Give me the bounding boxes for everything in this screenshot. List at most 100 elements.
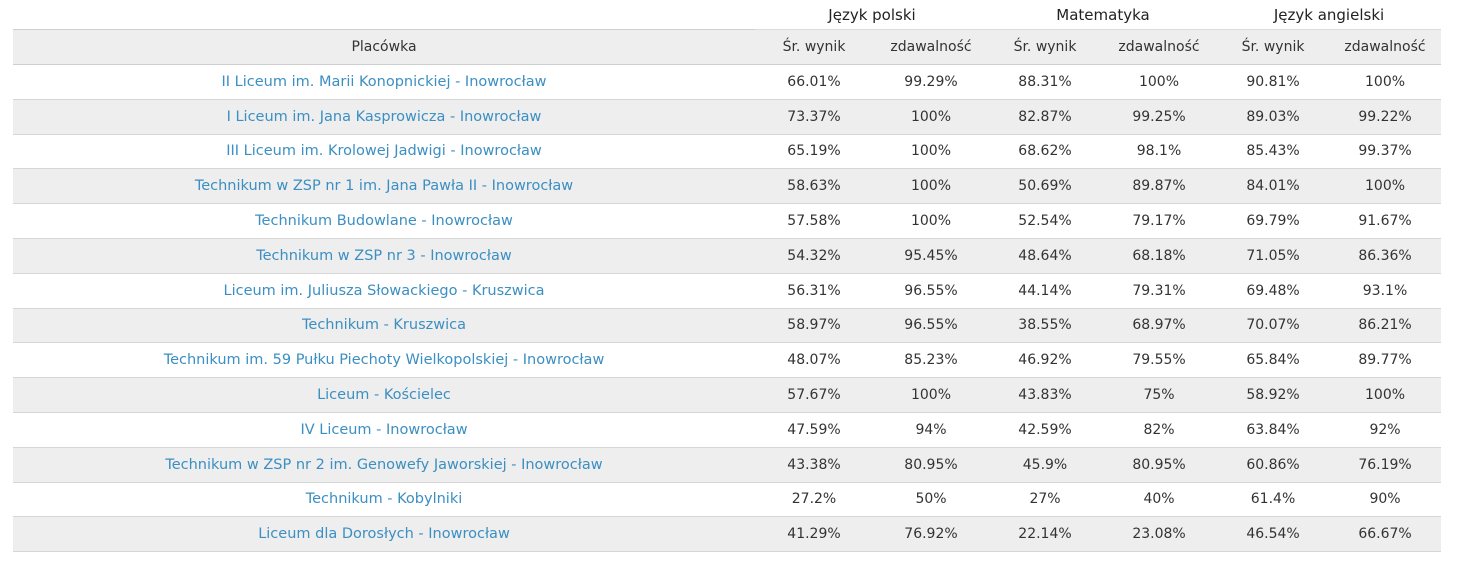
- table-row: Liceum im. Juliusza Słowackiego - Kruszw…: [13, 273, 1442, 309]
- polish-avg-cell: 58.63%: [755, 168, 873, 205]
- polish-pass-cell: 95.45%: [873, 238, 989, 274]
- english-avg-cell: 85.43%: [1217, 134, 1330, 170]
- english-pass-cell: 92%: [1329, 412, 1442, 448]
- polish-pass-cell: 96.55%: [873, 308, 989, 344]
- polish-avg-cell: 41.29%: [755, 516, 873, 553]
- polish-pass-cell: 100%: [873, 134, 989, 170]
- english-pass-cell: 100%: [1329, 377, 1442, 413]
- polish-pass-cell: 100%: [873, 168, 989, 205]
- school-cell: III Liceum im. Krolowej Jadwigi - Inowro…: [13, 134, 755, 170]
- math-pass-cell: 100%: [1101, 64, 1218, 100]
- english-avg-cell: 71.05%: [1217, 238, 1330, 274]
- polish-avg-cell: 27.2%: [755, 482, 873, 518]
- school-link[interactable]: Technikum - Kobylniki: [305, 491, 463, 508]
- math-pass-cell: 23.08%: [1101, 516, 1218, 553]
- polish-avg-cell: 54.32%: [755, 238, 873, 274]
- school-link[interactable]: I Liceum im. Jana Kasprowicza - Inowrocł…: [226, 108, 542, 125]
- school-cell: Liceum dla Dorosłych - Inowrocław: [13, 516, 755, 553]
- school-cell: Technikum im. 59 Pułku Piechoty Wielkopo…: [13, 342, 755, 379]
- english-avg-cell: 69.48%: [1217, 273, 1330, 309]
- english-pass-cell: 99.37%: [1329, 134, 1442, 170]
- english-avg-cell: 65.84%: [1217, 342, 1330, 379]
- polish-pass-cell: 76.92%: [873, 516, 989, 553]
- english-pass-cell: 99.22%: [1329, 99, 1442, 135]
- school-cell: Technikum w ZSP nr 3 - Inowrocław: [13, 238, 755, 274]
- school-link[interactable]: IV Liceum - Inowrocław: [300, 421, 468, 438]
- english-pass-cell: 66.67%: [1329, 516, 1442, 553]
- school-link[interactable]: Technikum w ZSP nr 1 im. Jana Pawła II -…: [194, 178, 574, 195]
- english-pass-cell: 100%: [1329, 168, 1442, 205]
- english-pass-cell: 91.67%: [1329, 203, 1442, 239]
- school-cell: Technikum Budowlane - Inowrocław: [13, 203, 755, 239]
- column-header-math-pass[interactable]: zdawalność: [1101, 29, 1218, 65]
- school-link[interactable]: Technikum Budowlane - Inowrocław: [255, 213, 513, 230]
- column-header-math-avg[interactable]: Śr. wynik: [989, 29, 1101, 65]
- column-header-english-pass[interactable]: zdawalność: [1329, 29, 1442, 65]
- school-cell: Technikum w ZSP nr 2 im. Genowefy Jawors…: [13, 447, 755, 483]
- table-row: Technikum - Kobylniki 27.2% 50% 27% 40% …: [13, 482, 1442, 518]
- school-cell: I Liceum im. Jana Kasprowicza - Inowrocł…: [13, 99, 755, 135]
- polish-pass-cell: 96.55%: [873, 273, 989, 309]
- school-cell: Technikum w ZSP nr 1 im. Jana Pawła II -…: [13, 168, 755, 205]
- school-link[interactable]: Technikum w ZSP nr 3 - Inowrocław: [256, 247, 512, 264]
- school-cell: Liceum im. Juliusza Słowackiego - Kruszw…: [13, 273, 755, 309]
- math-avg-cell: 48.64%: [989, 238, 1101, 274]
- column-header-polish-pass[interactable]: zdawalność: [873, 29, 989, 65]
- english-avg-cell: 58.92%: [1217, 377, 1330, 413]
- school-cell: IV Liceum - Inowrocław: [13, 412, 755, 448]
- school-link[interactable]: Liceum im. Juliusza Słowackiego - Kruszw…: [223, 282, 545, 299]
- math-avg-cell: 82.87%: [989, 99, 1101, 135]
- english-avg-cell: 89.03%: [1217, 99, 1330, 135]
- english-pass-cell: 100%: [1329, 64, 1442, 100]
- math-pass-cell: 75%: [1101, 377, 1218, 413]
- school-link[interactable]: Technikum - Kruszwica: [302, 317, 466, 334]
- english-avg-cell: 90.81%: [1217, 64, 1330, 100]
- school-link[interactable]: III Liceum im. Krolowej Jadwigi - Inowro…: [226, 143, 542, 160]
- school-cell: Technikum - Kruszwica: [13, 308, 755, 344]
- polish-pass-cell: 80.95%: [873, 447, 989, 483]
- table-row: IV Liceum - Inowrocław 47.59% 94% 42.59%…: [13, 412, 1442, 448]
- table-row: Technikum Budowlane - Inowrocław 57.58% …: [13, 203, 1442, 239]
- english-pass-cell: 76.19%: [1329, 447, 1442, 483]
- column-header-school[interactable]: Placówka: [13, 29, 755, 65]
- english-avg-cell: 60.86%: [1217, 447, 1330, 483]
- column-header-row: Placówka Śr. wynik zdawalność Śr. wynik …: [13, 29, 1442, 65]
- math-pass-cell: 79.31%: [1101, 273, 1218, 309]
- math-avg-cell: 43.83%: [989, 377, 1101, 413]
- math-pass-cell: 99.25%: [1101, 99, 1218, 135]
- school-link[interactable]: Liceum dla Dorosłych - Inowrocław: [258, 526, 510, 543]
- school-link[interactable]: Technikum im. 59 Pułku Piechoty Wielkopo…: [163, 352, 605, 369]
- math-avg-cell: 44.14%: [989, 273, 1101, 309]
- polish-avg-cell: 73.37%: [755, 99, 873, 135]
- polish-avg-cell: 43.38%: [755, 447, 873, 483]
- table-row: Liceum dla Dorosłych - Inowrocław 41.29%…: [13, 516, 1442, 553]
- polish-pass-cell: 85.23%: [873, 342, 989, 379]
- polish-pass-cell: 50%: [873, 482, 989, 518]
- school-cell: Liceum - Kościelec: [13, 377, 755, 413]
- math-avg-cell: 50.69%: [989, 168, 1101, 205]
- math-pass-cell: 89.87%: [1101, 168, 1218, 205]
- polish-avg-cell: 66.01%: [755, 64, 873, 100]
- school-cell: II Liceum im. Marii Konopnickiej - Inowr…: [13, 64, 755, 100]
- table-row: Technikum - Kruszwica 58.97% 96.55% 38.5…: [13, 308, 1442, 344]
- exam-results-table: Język polski Matematyka Język angielski …: [13, 0, 1442, 553]
- math-avg-cell: 68.62%: [989, 134, 1101, 170]
- polish-pass-cell: 100%: [873, 203, 989, 239]
- polish-avg-cell: 65.19%: [755, 134, 873, 170]
- school-link[interactable]: II Liceum im. Marii Konopnickiej - Inowr…: [221, 73, 547, 90]
- school-link[interactable]: Liceum - Kościelec: [317, 387, 451, 404]
- school-link[interactable]: Technikum w ZSP nr 2 im. Genowefy Jawors…: [165, 456, 603, 473]
- math-pass-cell: 79.55%: [1101, 342, 1218, 379]
- english-avg-cell: 63.84%: [1217, 412, 1330, 448]
- math-avg-cell: 22.14%: [989, 516, 1101, 553]
- column-header-english-avg[interactable]: Śr. wynik: [1217, 29, 1330, 65]
- polish-pass-cell: 94%: [873, 412, 989, 448]
- subject-group-english: Język angielski: [1217, 0, 1442, 30]
- column-header-polish-avg[interactable]: Śr. wynik: [755, 29, 873, 65]
- subject-group-polish: Język polski: [755, 0, 989, 30]
- english-pass-cell: 90%: [1329, 482, 1442, 518]
- english-avg-cell: 46.54%: [1217, 516, 1330, 553]
- english-avg-cell: 70.07%: [1217, 308, 1330, 344]
- math-avg-cell: 88.31%: [989, 64, 1101, 100]
- math-pass-cell: 40%: [1101, 482, 1218, 518]
